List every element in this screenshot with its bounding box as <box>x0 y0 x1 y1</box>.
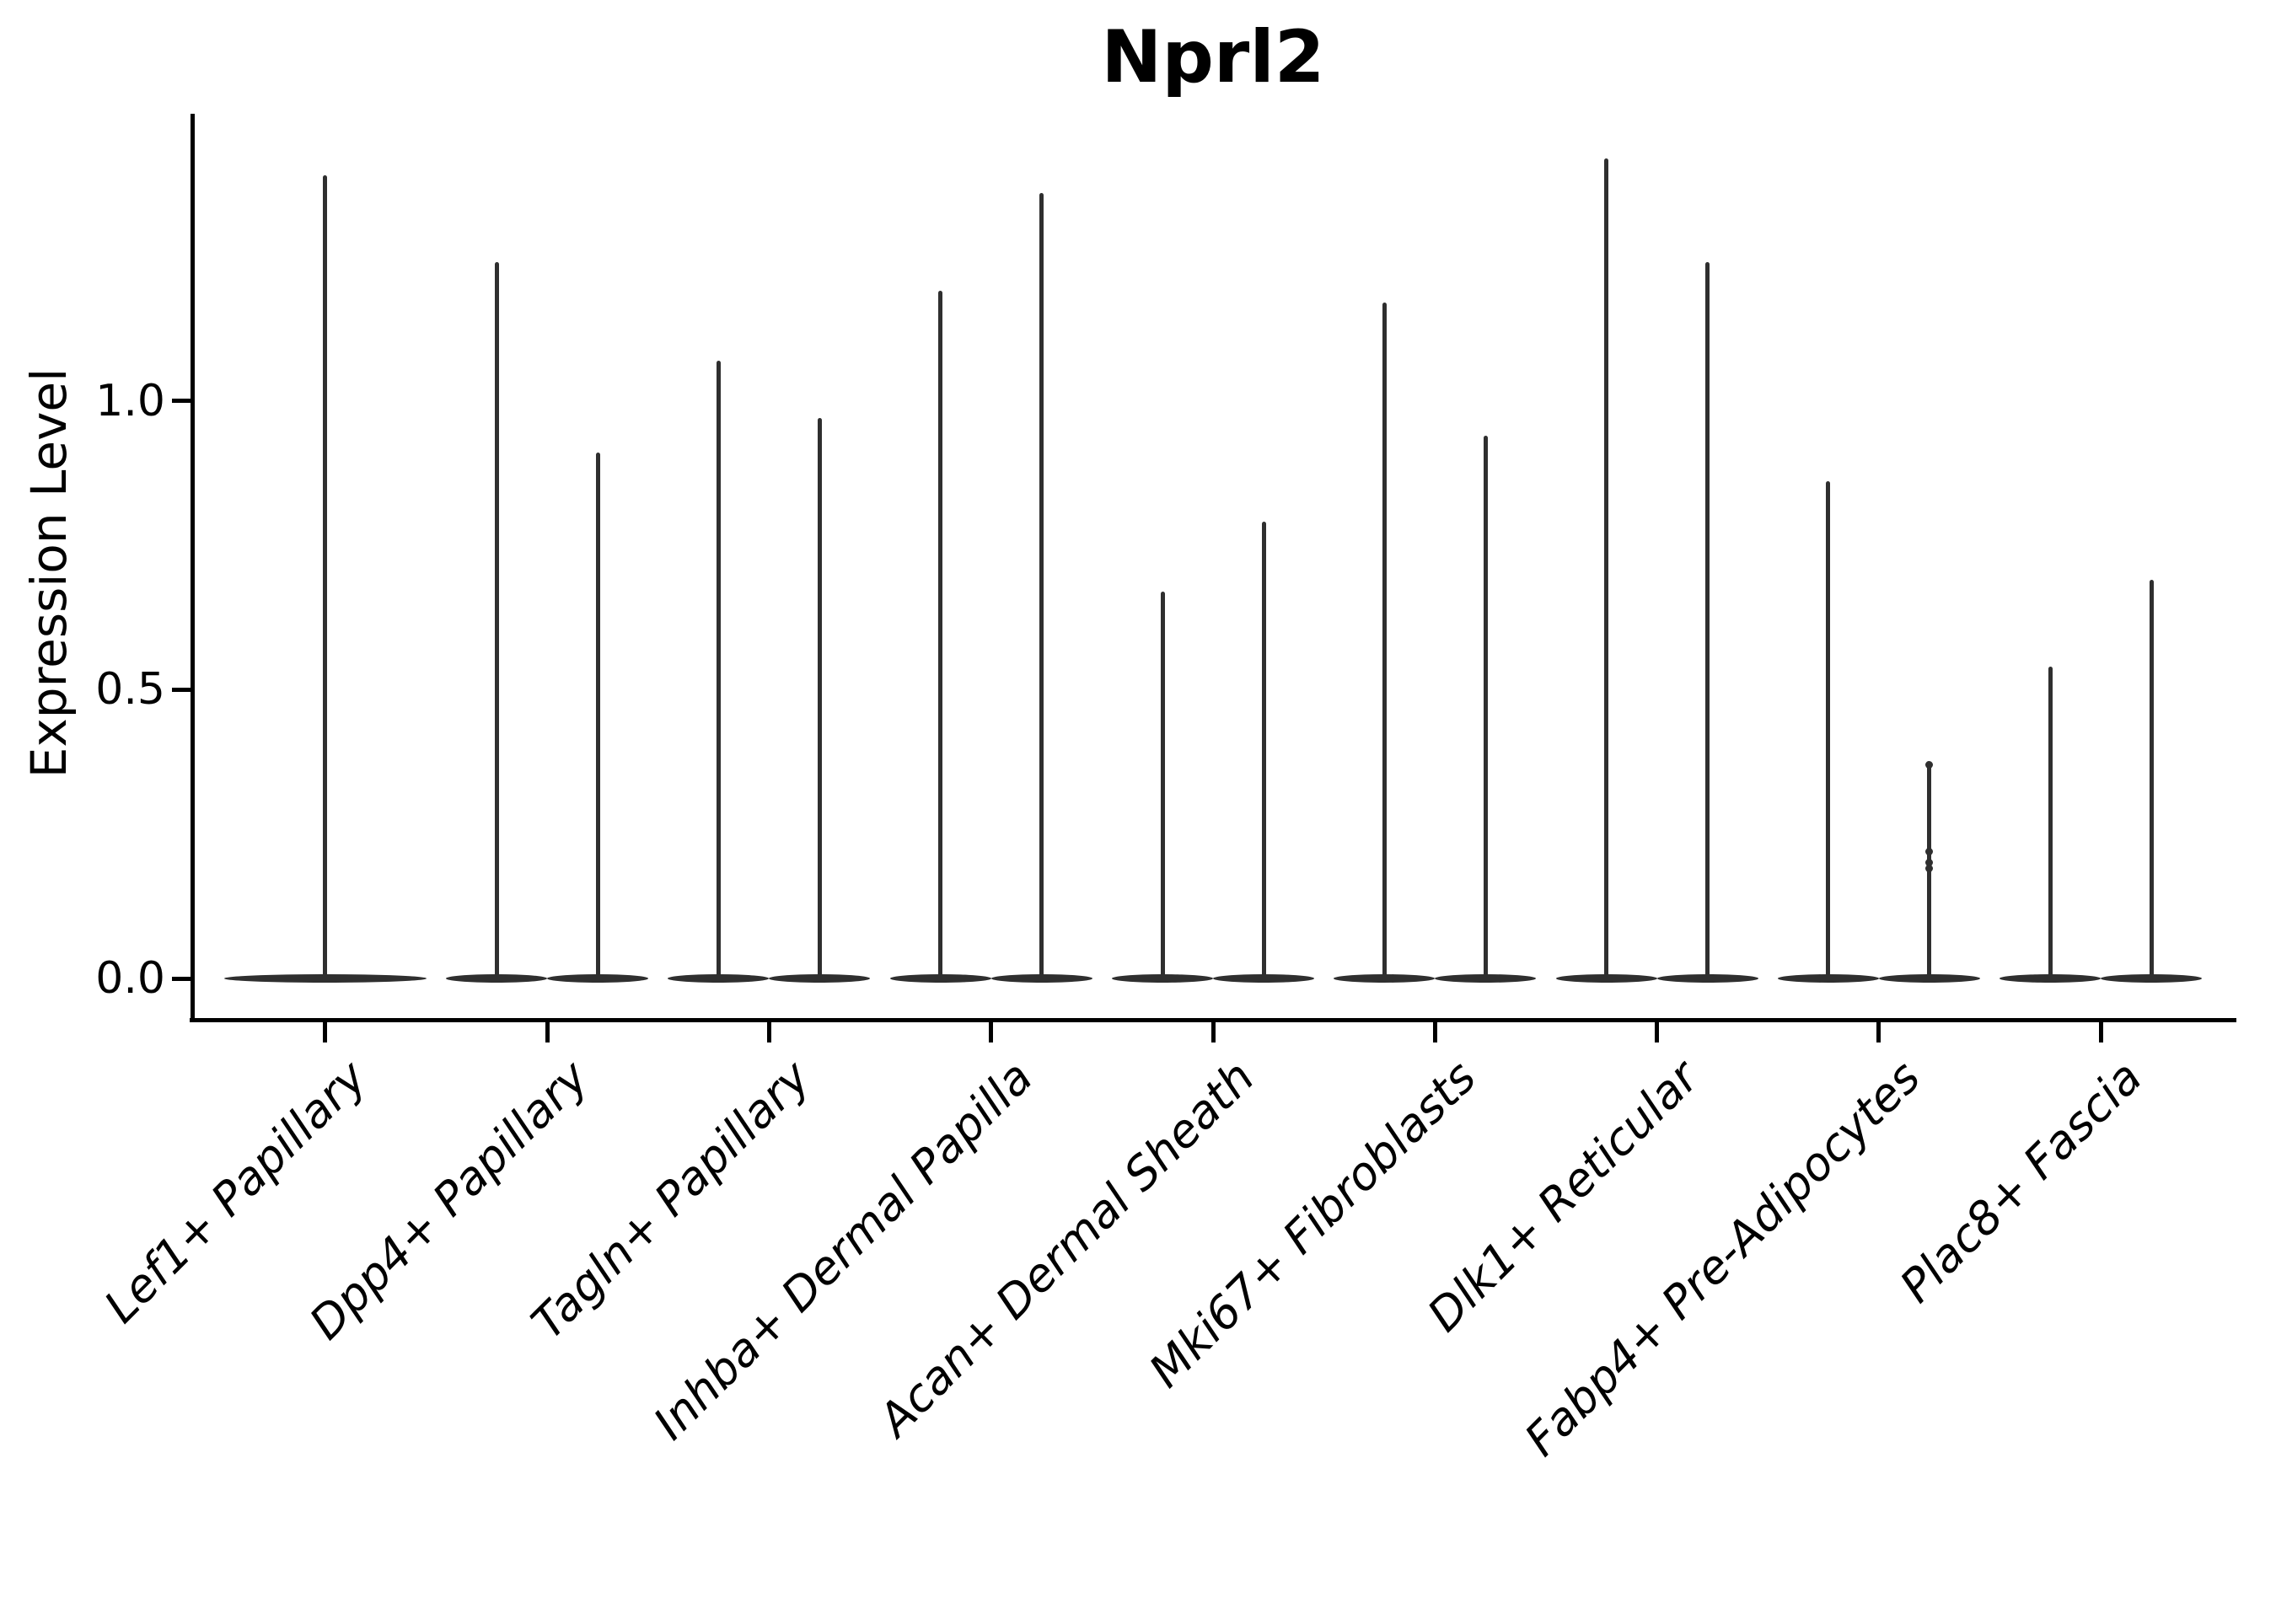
violin-spike <box>1160 591 1165 982</box>
x-tick <box>1655 1022 1660 1042</box>
x-tick <box>1210 1022 1216 1042</box>
violin-spike <box>1261 522 1266 982</box>
x-tick <box>766 1022 771 1042</box>
violin-spike <box>595 453 600 982</box>
violin-spike <box>323 175 328 982</box>
x-tick <box>2098 1022 2103 1042</box>
violin-spike <box>2048 666 2053 982</box>
expression-point <box>1925 847 1934 855</box>
x-tick <box>1432 1022 1437 1042</box>
y-tick <box>172 399 192 403</box>
y-tick-label: 1.0 <box>95 375 165 426</box>
x-axis-spine <box>190 1018 2236 1022</box>
violin-plot-figure: Nprl2 Expression Level 0.0 0.5 1.0 Lef1+ Pa… <box>20 15 2236 1466</box>
violin-spike <box>1705 261 1710 982</box>
y-tick <box>172 687 192 692</box>
y-axis-label: Expression Level <box>20 367 78 779</box>
y-axis-spine <box>191 114 195 1022</box>
x-tick <box>989 1022 994 1042</box>
y-tick <box>172 976 192 981</box>
violin-spike <box>1604 158 1609 982</box>
expression-point <box>1925 865 1934 873</box>
violin-spike <box>494 261 499 982</box>
violin-spike <box>1483 435 1488 982</box>
x-tick <box>1876 1022 1881 1042</box>
violin-spike <box>2149 580 2154 982</box>
y-tick-label: 0.0 <box>95 953 165 1004</box>
x-tick <box>545 1022 550 1042</box>
x-tick <box>323 1022 328 1042</box>
chart-title: Nprl2 <box>1101 15 1325 99</box>
violin-spike <box>1927 764 1932 982</box>
violin-spike <box>1826 481 1831 982</box>
violin-spike <box>716 360 721 982</box>
y-tick-label: 0.5 <box>95 664 165 716</box>
violin-spike <box>817 418 822 982</box>
violin-spike <box>1039 192 1044 982</box>
expression-point <box>1925 760 1934 769</box>
violin-spike <box>1382 302 1387 982</box>
expression-point <box>1925 859 1934 867</box>
violin-spike <box>938 291 943 982</box>
